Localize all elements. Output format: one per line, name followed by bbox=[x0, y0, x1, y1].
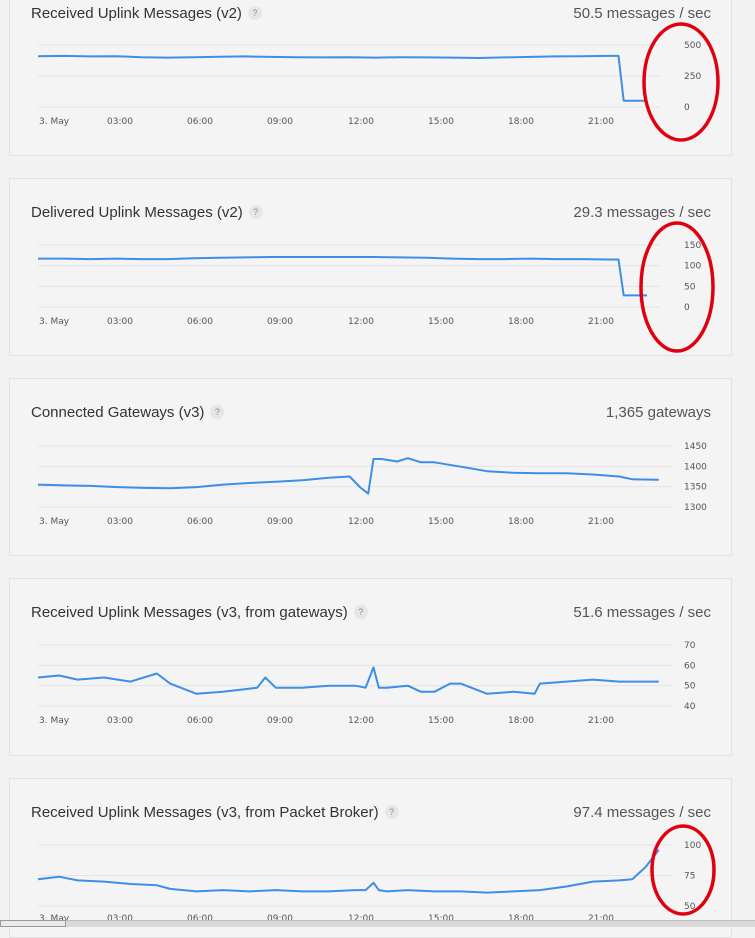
line-chart: 1450 1400 1350 1300 3. May 03:00 06:00 09:00 12:… bbox=[37, 442, 707, 527]
chart-title: Received Uplink Messages (v2)? bbox=[31, 5, 262, 22]
x-tick-label: 18:00 bbox=[508, 716, 534, 726]
x-tick-label: 3. May bbox=[39, 716, 70, 726]
x-tick-label: 09:00 bbox=[267, 117, 293, 127]
help-icon[interactable]: ? bbox=[210, 405, 225, 419]
x-tick-label: 06:00 bbox=[187, 716, 213, 726]
chart-card: Received Uplink Messages (v3, from Packe… bbox=[9, 778, 732, 938]
y-tick-label: 1350 bbox=[684, 483, 707, 493]
x-tick-label: 06:00 bbox=[187, 317, 213, 327]
x-tick-label: 15:00 bbox=[428, 914, 454, 924]
x-tick-label: 12:00 bbox=[348, 317, 374, 327]
y-tick-label: 0 bbox=[684, 303, 690, 313]
x-tick-label: 15:00 bbox=[428, 317, 454, 327]
highlight-circle bbox=[642, 22, 720, 142]
x-tick-label: 21:00 bbox=[588, 517, 614, 527]
line-chart: 500 250 0 3. May 03:00 06:00 09:00 12:00 15:00 18… bbox=[37, 22, 720, 142]
chart-card: Delivered Uplink Messages (v2)? 29.3 mes… bbox=[9, 178, 732, 356]
line-chart: 150 100 50 0 3. May 03:00 06:00 09:00 12:00 15:00… bbox=[38, 221, 715, 353]
x-tick-label: 03:00 bbox=[107, 117, 133, 127]
x-tick-label: 15:00 bbox=[428, 117, 454, 127]
line-chart: 100 75 50 3. May 03:00 06:00 09:00 12:00 15:00 18… bbox=[37, 824, 716, 924]
y-tick-label: 60 bbox=[684, 661, 696, 671]
y-tick-label: 1450 bbox=[684, 442, 707, 452]
chart-title: Received Uplink Messages (v3, from Packe… bbox=[31, 804, 399, 821]
x-tick-label: 21:00 bbox=[588, 914, 614, 924]
x-tick-label: 3. May bbox=[39, 517, 70, 527]
series-line bbox=[38, 256, 647, 297]
x-tick-label: 18:00 bbox=[508, 517, 534, 527]
x-tick-label: 21:00 bbox=[588, 716, 614, 726]
y-tick-label: 75 bbox=[684, 872, 695, 882]
line-chart: 70 60 50 40 3. May 03:00 06:00 09:00 12:00 15:00 1… bbox=[37, 641, 696, 726]
y-tick-label: 150 bbox=[684, 241, 701, 251]
current-value: 50.5 messages / sec bbox=[573, 5, 711, 22]
x-tick-label: 06:00 bbox=[187, 517, 213, 527]
chart-title: Connected Gateways (v3)? bbox=[31, 404, 225, 421]
x-tick-label: 12:00 bbox=[348, 117, 374, 127]
series-line bbox=[37, 849, 660, 894]
x-tick-label: 09:00 bbox=[267, 914, 293, 924]
x-tick-label: 3. May bbox=[39, 117, 70, 127]
chart-title: Received Uplink Messages (v3, from gatew… bbox=[31, 604, 368, 621]
chart-title: Delivered Uplink Messages (v2)? bbox=[31, 204, 263, 221]
y-tick-label: 250 bbox=[684, 72, 701, 82]
x-tick-label: 03:00 bbox=[107, 517, 133, 527]
x-tick-label: 03:00 bbox=[107, 914, 133, 924]
y-tick-label: 100 bbox=[684, 841, 701, 851]
x-tick-label: 21:00 bbox=[588, 317, 614, 327]
x-tick-label: 09:00 bbox=[267, 317, 293, 327]
x-tick-label: 09:00 bbox=[267, 716, 293, 726]
y-tick-label: 1300 bbox=[684, 503, 707, 513]
x-tick-label: 3. May bbox=[39, 317, 70, 327]
chart-card: Received Uplink Messages (v2)? 50.5 mess… bbox=[9, 0, 732, 156]
x-tick-label: 03:00 bbox=[107, 317, 133, 327]
x-tick-label: 03:00 bbox=[107, 716, 133, 726]
current-value: 1,365 gateways bbox=[605, 404, 711, 421]
y-tick-label: 500 bbox=[684, 41, 701, 51]
highlight-circle bbox=[650, 824, 716, 916]
help-icon[interactable]: ? bbox=[247, 6, 262, 20]
help-icon[interactable]: ? bbox=[248, 205, 263, 219]
series-line bbox=[37, 666, 659, 695]
y-tick-label: 1400 bbox=[684, 462, 707, 472]
y-tick-label: 50 bbox=[684, 902, 696, 912]
help-icon[interactable]: ? bbox=[384, 805, 399, 819]
current-value: 29.3 messages / sec bbox=[573, 204, 711, 221]
chart-card: Received Uplink Messages (v3, from gatew… bbox=[9, 578, 732, 756]
current-value: 97.4 messages / sec bbox=[573, 804, 711, 821]
x-tick-label: 3. May bbox=[39, 914, 70, 924]
y-tick-label: 50 bbox=[684, 282, 696, 292]
series-line bbox=[37, 54, 647, 102]
y-tick-label: 40 bbox=[684, 702, 696, 712]
x-tick-label: 15:00 bbox=[428, 517, 454, 527]
taskbar bbox=[0, 920, 755, 927]
x-tick-label: 09:00 bbox=[267, 517, 293, 527]
x-tick-label: 21:00 bbox=[588, 117, 614, 127]
highlight-circle bbox=[639, 221, 715, 353]
x-tick-label: 06:00 bbox=[187, 914, 213, 924]
chart-card: Connected Gateways (v3)? 1,365 gateways bbox=[9, 378, 732, 556]
x-tick-label: 06:00 bbox=[187, 117, 213, 127]
x-tick-label: 12:00 bbox=[348, 914, 374, 924]
series-line bbox=[37, 457, 659, 495]
y-tick-label: 70 bbox=[684, 641, 696, 651]
x-tick-label: 18:00 bbox=[508, 317, 534, 327]
taskbar-button[interactable] bbox=[0, 920, 66, 927]
x-tick-label: 18:00 bbox=[508, 914, 534, 924]
y-tick-label: 50 bbox=[684, 682, 696, 692]
x-tick-label: 12:00 bbox=[348, 517, 374, 527]
current-value: 51.6 messages / sec bbox=[573, 604, 711, 621]
y-tick-label: 100 bbox=[684, 262, 701, 272]
x-tick-label: 15:00 bbox=[428, 716, 454, 726]
y-tick-label: 0 bbox=[684, 103, 690, 113]
x-tick-label: 12:00 bbox=[348, 716, 374, 726]
help-icon[interactable]: ? bbox=[353, 605, 368, 619]
x-tick-label: 18:00 bbox=[508, 117, 534, 127]
